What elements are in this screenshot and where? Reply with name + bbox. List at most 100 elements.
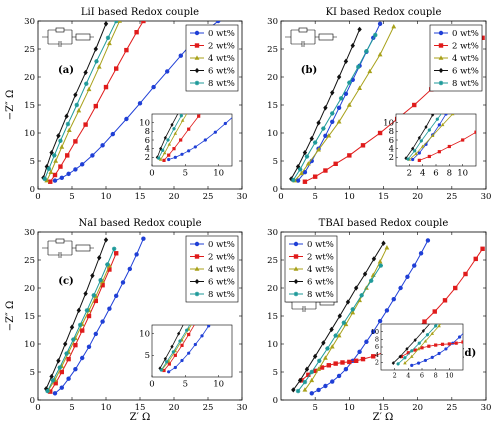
equivalent-circuit-icon [42,27,94,47]
data-point [86,344,92,349]
inset-data-point [414,151,418,156]
data-point [330,119,335,125]
inset-y-tick-label: 4 [389,145,394,155]
inset-data-point [157,156,161,160]
data-point [329,344,335,349]
legend-marker [194,30,200,36]
data-point [73,92,78,98]
data-point [93,46,98,52]
y-tick-label: 15 [24,312,35,322]
inset-data-point [247,263,250,266]
inset-x-tick-label: 10 [457,169,468,179]
legend-marker [438,80,444,86]
data-point [341,320,347,325]
data-point [73,139,78,144]
data-point [322,355,328,360]
data-point [360,356,366,362]
inset-data-point [167,157,171,162]
inset-y-tick-label: 2 [145,153,150,163]
inset-x-tick-label: 10 [213,380,224,390]
inset-x-tick-label: 10 [213,169,224,179]
y-tick-label: 15 [267,312,278,322]
data-point [66,376,71,381]
series-line-2 [46,21,121,181]
data-point [106,40,112,46]
x-tick-label: 30 [237,192,248,202]
data-point [53,381,58,386]
data-point [66,171,71,177]
data-point [100,143,105,148]
y-axis-label-bottom: −Z″ Ω [5,301,16,332]
inset-data-point [447,342,451,346]
panel-label: (b) [301,65,317,76]
data-point [373,32,378,38]
y-tick-label: 0 [30,396,35,406]
data-point [337,313,342,319]
inset-data-point [440,122,445,127]
inset-data-point [474,130,476,134]
circuit-wires [42,240,94,256]
data-point [350,43,355,49]
data-point [114,251,119,256]
data-point [330,111,335,116]
legend-label: 6 wt% [208,278,235,288]
data-point [473,256,478,262]
data-point [103,237,109,243]
legend-label: 2 wt% [208,42,235,52]
inset-y-tick-label: 4 [145,145,150,155]
series-line-1 [301,248,483,381]
data-point [323,383,328,389]
data-point [312,174,318,179]
inset-data-point [167,142,172,146]
inset-data-point [486,45,489,48]
inset-y-tick-label: 6 [145,136,150,146]
inset-data-point [403,356,407,360]
data-point [93,103,98,109]
legend-label: 4 wt% [307,265,334,275]
inset-y-tick-label: 5 [145,351,150,361]
data-point [364,49,369,54]
data-point [480,35,485,40]
y-tick-label: 5 [30,157,35,167]
data-point [76,307,81,314]
x-axis-label-left: Z′ Ω [130,412,151,423]
data-point [357,85,363,90]
inset-data-point [430,355,434,359]
legend-marker [194,266,200,271]
y-tick-label: 10 [267,340,278,350]
inset-data-point [409,354,414,358]
inset-data-point [223,121,227,126]
inset-plot: 0 5 10 5 10 [139,263,250,390]
inset-data-point [457,335,462,339]
data-point [357,349,362,355]
inset-y-tick-label: 8 [145,127,150,137]
data-point [480,246,485,251]
data-point [316,147,322,152]
data-point [52,153,57,158]
data-point [59,175,64,180]
data-point [84,308,90,313]
data-point [77,322,83,328]
data-point [83,290,88,297]
x-tick-label: 5 [69,403,74,413]
inset-data-point [185,328,189,332]
data-point [378,263,383,268]
data-point [371,354,376,359]
data-point [398,285,403,291]
inset-data-point [163,356,167,361]
inset-data-point [179,138,183,142]
legend-label: 0 wt% [208,240,235,250]
inset-data-point [173,155,177,159]
inset-data-point [430,133,435,137]
data-point [94,59,99,64]
data-point [356,64,361,70]
y-tick-label: 0 [273,396,278,406]
legend: 0 wt% 2 wt% 4 wt% 6 wt% 8 wt% [284,235,338,303]
inset-series-group [158,263,250,374]
x-tick-label: 10 [344,403,355,413]
data-point [453,285,458,291]
data-point [384,308,390,313]
data-point [98,277,103,283]
data-point [59,385,64,390]
